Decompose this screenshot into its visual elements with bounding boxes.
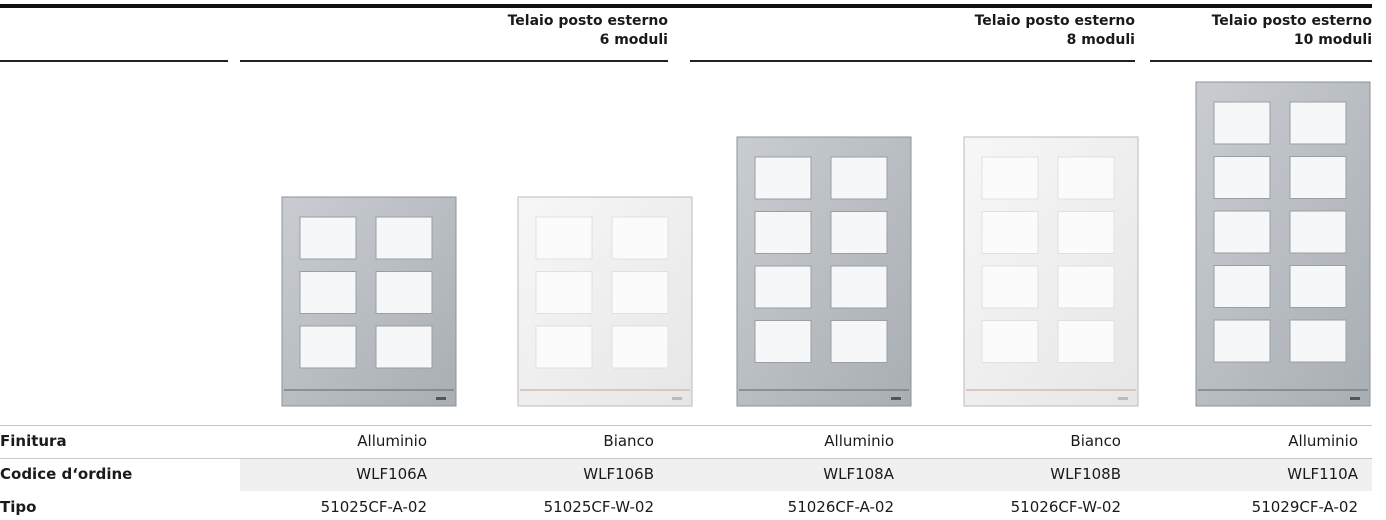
header-group: Telaio posto esterno 6 moduli — [508, 12, 668, 50]
table-cell: WLF110A — [1287, 465, 1358, 483]
table-cell: Bianco — [603, 432, 654, 450]
panel-window — [611, 271, 669, 314]
table-cell: Alluminio — [1288, 432, 1358, 450]
panel-window — [830, 265, 888, 309]
row-label: Finitura — [0, 432, 67, 450]
header-rule — [690, 60, 1135, 62]
panel-window — [611, 216, 669, 260]
panel-window — [1057, 265, 1115, 309]
header-line: 6 moduli — [599, 32, 668, 48]
panel-window — [1057, 211, 1115, 254]
table-cell: 51026CF-W-02 — [1010, 498, 1121, 516]
panel-window — [1289, 210, 1347, 254]
row-rule — [0, 458, 1372, 459]
header-line: Telaio posto esterno — [974, 13, 1135, 29]
panel-window — [375, 216, 433, 260]
panel-window — [1213, 265, 1271, 308]
panel-window — [1213, 210, 1271, 254]
panel-window — [1057, 156, 1115, 200]
header-line: 10 moduli — [1293, 32, 1372, 48]
table-cell: WLF108B — [1050, 465, 1121, 483]
header-rule — [240, 60, 668, 62]
panel-window — [1213, 156, 1271, 199]
table-cell: WLF108A — [823, 465, 894, 483]
header-line: Telaio posto esterno — [1211, 13, 1372, 29]
panel-window — [981, 265, 1039, 309]
panel-logo — [891, 397, 901, 400]
table-cell: WLF106A — [356, 465, 427, 483]
panel-window — [1289, 319, 1347, 363]
panel-window — [754, 265, 812, 309]
panel-window — [299, 325, 357, 369]
header-group: Telaio posto esterno 10 moduli — [1212, 12, 1372, 50]
panel-window — [830, 320, 888, 363]
product-images — [281, 81, 1371, 407]
row-shade — [240, 458, 1372, 491]
panel-window — [535, 325, 593, 369]
table-row: Codice d‘ordine WLF106A WLF106B WLF108A WLF1… — [0, 458, 1372, 491]
panel-window — [754, 156, 812, 200]
table-row: Finitura Alluminio Bianco Alluminio Bianco Al… — [0, 425, 1372, 458]
header-rule — [0, 60, 228, 62]
panel-window — [299, 271, 357, 314]
table-row: Tipo 51025CF-A-02 51025CF-W-02 51026CF-A-02… — [0, 491, 1372, 520]
header-line: Telaio posto esterno — [507, 13, 668, 29]
row-label: Codice d‘ordine — [0, 465, 133, 483]
table-cell: Bianco — [1070, 432, 1121, 450]
panel-window — [1213, 101, 1271, 145]
panel-window — [981, 320, 1039, 363]
header-line: 8 moduli — [1066, 32, 1135, 48]
panel-window — [1289, 156, 1347, 199]
panel-window — [830, 211, 888, 254]
table-cell: WLF106B — [583, 465, 654, 483]
panel-logo — [1350, 397, 1360, 400]
panel-window — [830, 156, 888, 200]
row-label: Tipo — [0, 498, 37, 516]
panel-logo — [436, 397, 446, 400]
panel-logo — [1118, 397, 1128, 400]
panel-window — [1289, 101, 1347, 145]
panel-window — [1213, 319, 1271, 363]
panel-logo — [672, 397, 682, 400]
table-cell: 51029CF-A-02 — [1251, 498, 1358, 516]
table-cell: Alluminio — [357, 432, 427, 450]
table-cell: 51025CF-W-02 — [543, 498, 654, 516]
panel-window — [375, 325, 433, 369]
table-cell: 51026CF-A-02 — [787, 498, 894, 516]
panel-window — [611, 325, 669, 369]
panel-window — [754, 320, 812, 363]
table-cell: 51025CF-A-02 — [320, 498, 427, 516]
panel-window — [754, 211, 812, 254]
panel-window — [981, 211, 1039, 254]
panel-window — [1289, 265, 1347, 308]
panel-window — [299, 216, 357, 260]
panel-window — [535, 271, 593, 314]
panel-window — [375, 271, 433, 314]
top-rule — [0, 4, 1372, 8]
table-cell: Alluminio — [824, 432, 894, 450]
header-group: Telaio posto esterno 8 moduli — [975, 12, 1135, 50]
header-rule — [1150, 60, 1372, 62]
panel-window — [1057, 320, 1115, 363]
panel-window — [535, 216, 593, 260]
panel-window — [981, 156, 1039, 200]
row-rule — [0, 425, 1372, 426]
